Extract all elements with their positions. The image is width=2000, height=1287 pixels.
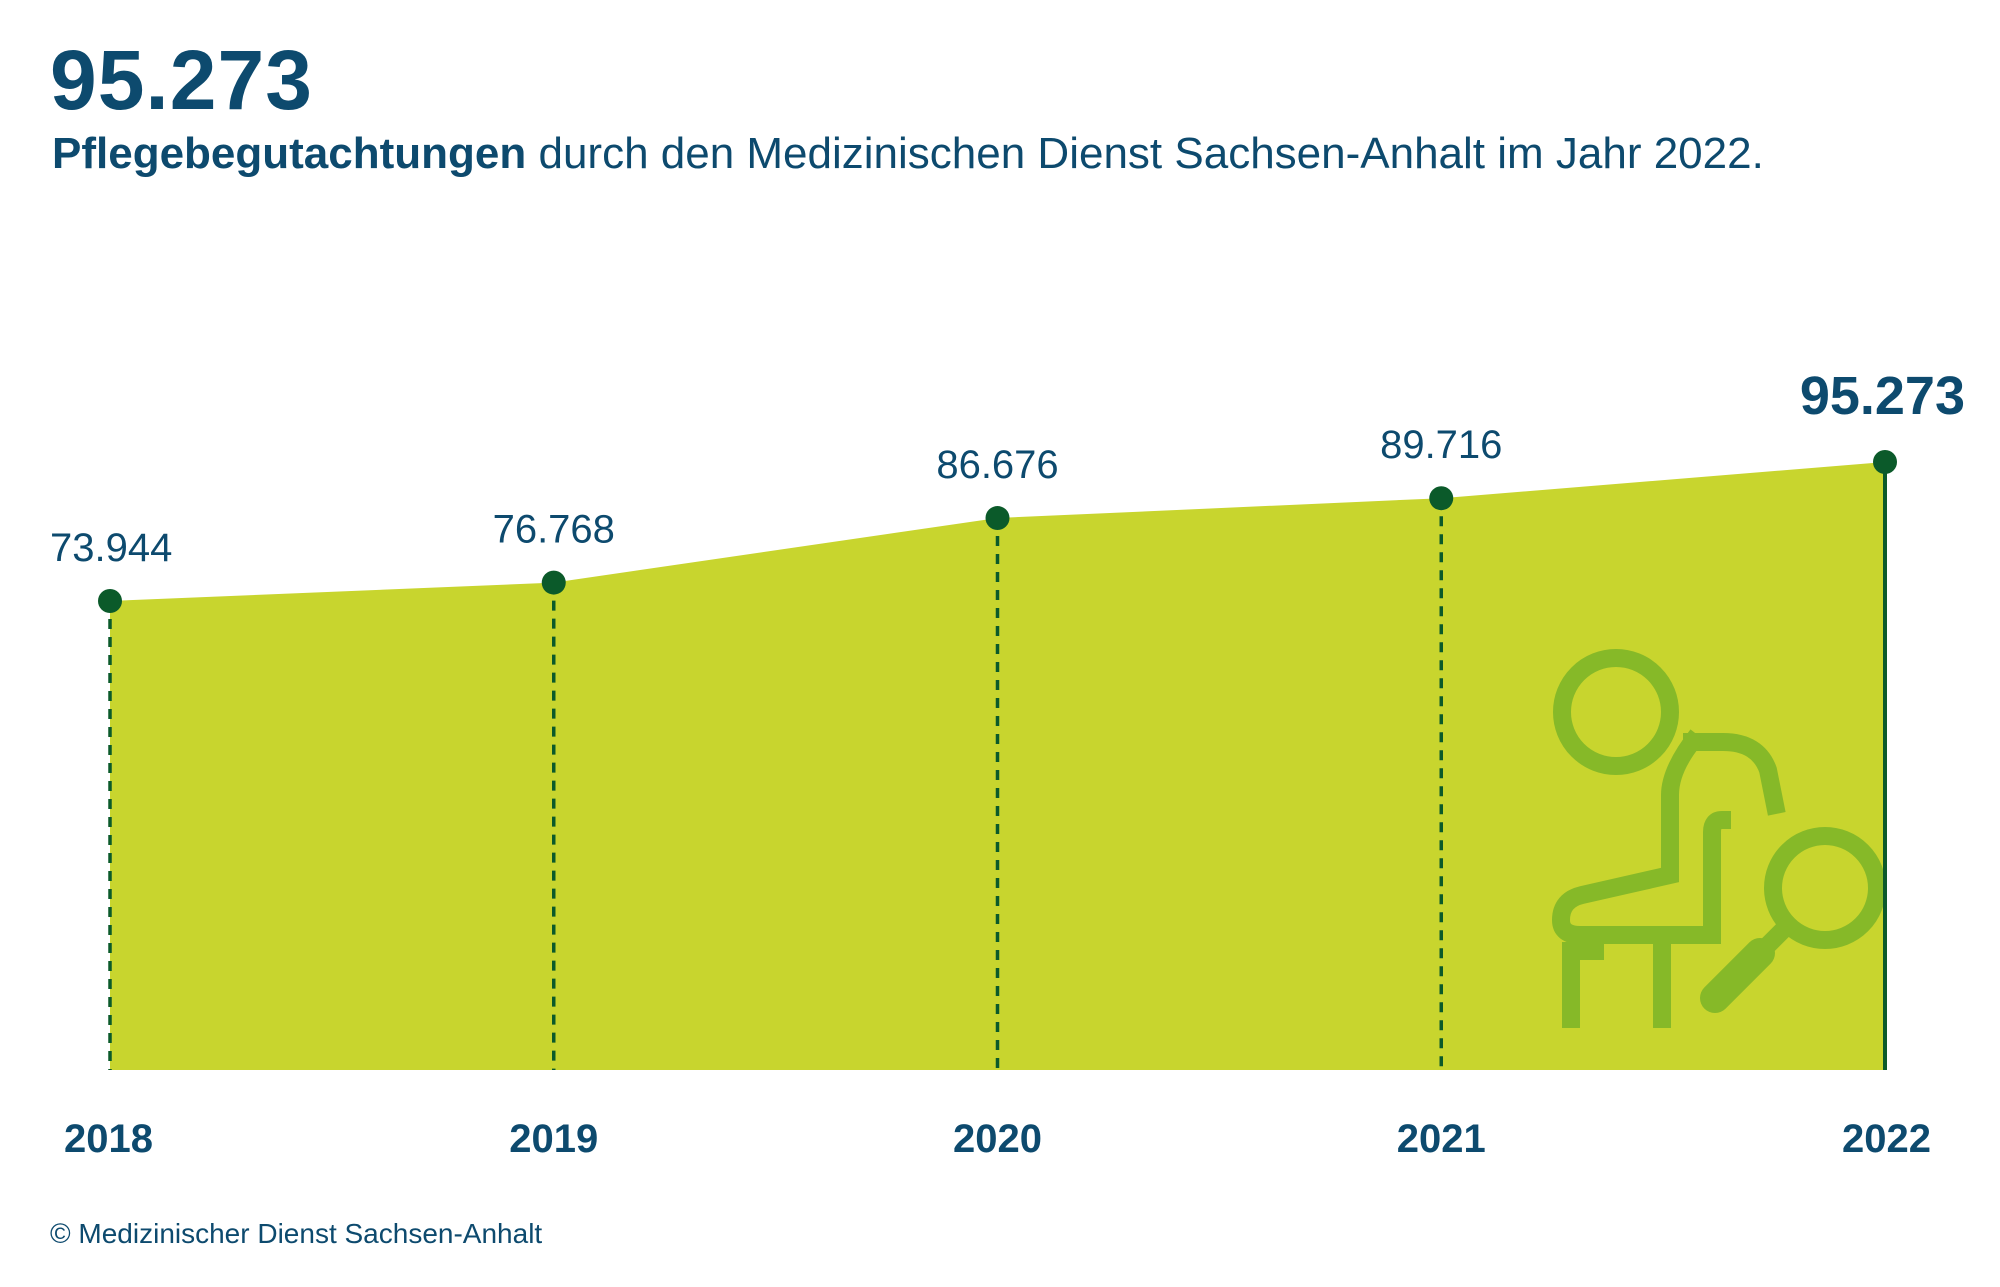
data-point-2019 <box>541 570 566 595</box>
copyright: © Medizinischer Dienst Sachsen-Anhalt <box>50 1218 543 1249</box>
x-tick-2019: 2019 <box>509 1117 598 1161</box>
data-point-2021 <box>1429 486 1454 511</box>
subtitle: Pflegebegutachtungen durch den Medizinis… <box>52 128 1764 181</box>
data-point-2020 <box>985 506 1010 531</box>
data-point-2018 <box>98 589 122 613</box>
data-label-2020: 86.676 <box>936 443 1058 487</box>
data-point-2022 <box>1873 450 1897 474</box>
data-label-2018: 73.944 <box>50 526 172 570</box>
subtitle-rest: durch den Medizinischen Dienst Sachsen-A… <box>526 129 1764 178</box>
x-tick-2022: 2022 <box>1842 1117 1931 1161</box>
x-tick-2018: 2018 <box>64 1117 153 1161</box>
headline-value: 95.273 <box>50 33 313 127</box>
care-assessment-person-magnifier-icon <box>1551 649 1886 1028</box>
x-axis-ticks: 2018 2019 2020 2021 2022 <box>64 1117 1931 1161</box>
data-markers <box>98 450 1897 613</box>
drop-lines <box>108 462 1887 1070</box>
x-tick-2020: 2020 <box>953 1117 1042 1161</box>
data-label-2019: 76.768 <box>493 508 615 552</box>
x-tick-2021: 2021 <box>1397 1117 1486 1161</box>
data-label-2021: 89.716 <box>1380 423 1502 467</box>
subtitle-bold: Pflegebegutachtungen <box>52 129 527 178</box>
data-labels: 73.944 76.768 86.676 89.716 95.273 <box>50 366 1965 570</box>
data-label-2022: 95.273 <box>1800 366 1965 426</box>
